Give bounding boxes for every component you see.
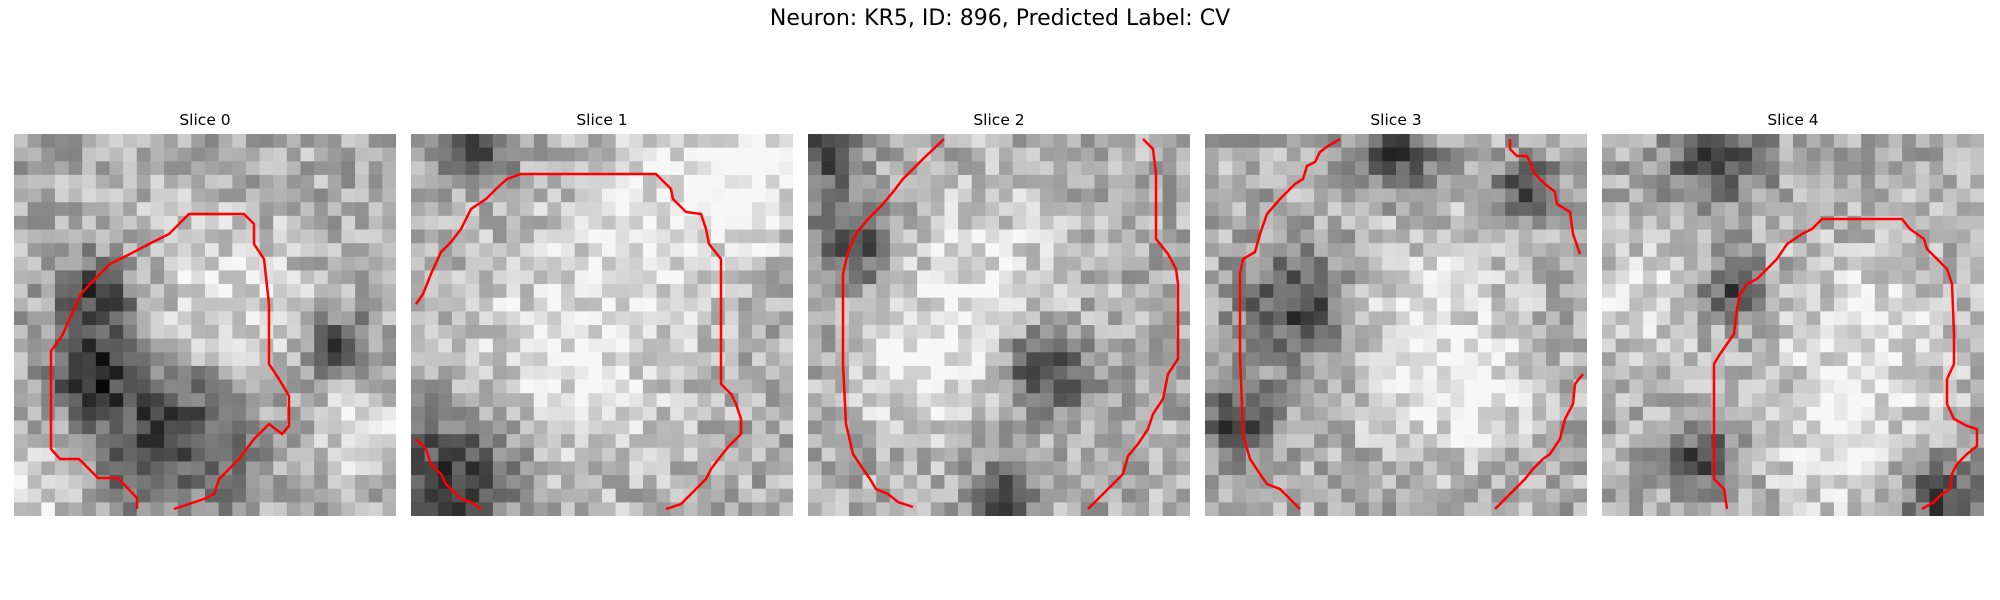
- slice-panel-2: Slice 2: [808, 110, 1190, 516]
- grayscale-pixel-grid: [14, 134, 396, 516]
- slice-panel-0: Slice 0: [14, 110, 396, 516]
- grayscale-pixel-grid: [808, 134, 1190, 516]
- segmentation-contour: [414, 172, 743, 511]
- slice-image: [14, 134, 396, 516]
- slice-image: [808, 134, 1190, 516]
- slice-image: [411, 134, 793, 516]
- slice-title: Slice 1: [576, 111, 628, 129]
- slice-panel-3: Slice 3: [1205, 110, 1587, 516]
- grayscale-pixel-grid: [1602, 134, 1984, 516]
- slice-title: Slice 4: [1767, 111, 1819, 129]
- segmentation-contour: [841, 138, 945, 509]
- slice-image: [1205, 134, 1587, 516]
- slice-title: Slice 3: [1370, 111, 1422, 129]
- grayscale-pixel-grid: [1205, 134, 1587, 516]
- segmentation-contour: [1494, 373, 1584, 510]
- slice-title: Slice 2: [973, 111, 1025, 129]
- slice-title: Slice 0: [179, 111, 231, 129]
- segmentation-contour: [1508, 139, 1582, 255]
- segmentation-contour: [1712, 217, 1979, 511]
- segmentation-contour: [49, 212, 291, 511]
- segmentation-contour: [1238, 137, 1341, 510]
- figure-title: Neuron: KR5, ID: 896, Predicted Label: C…: [769, 6, 1231, 31]
- slice-panel-4: Slice 4: [1602, 110, 1984, 516]
- segmentation-contour: [415, 438, 482, 511]
- segmentation-contour: [1087, 138, 1180, 510]
- slice-image: [1602, 134, 1984, 516]
- grayscale-pixel-grid: [411, 134, 793, 516]
- slice-panel-1: Slice 1: [411, 110, 793, 516]
